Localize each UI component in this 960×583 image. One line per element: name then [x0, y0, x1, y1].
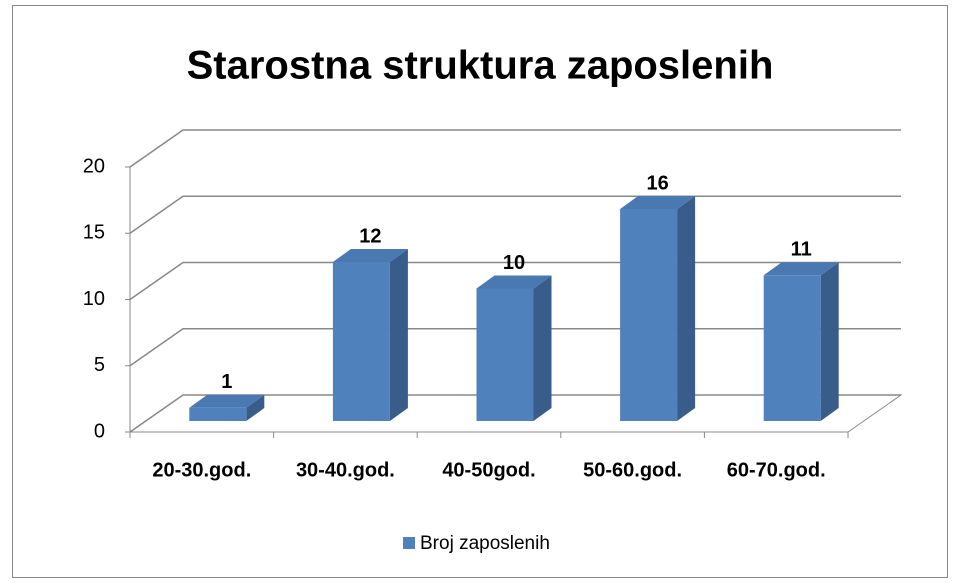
bar — [620, 209, 678, 421]
bar-top — [476, 275, 552, 289]
y-tick-label: 5 — [94, 354, 105, 376]
data-label: 11 — [791, 239, 812, 261]
data-label: 10 — [503, 252, 525, 274]
chart-title: Starostna struktura zaposlenih — [187, 44, 774, 88]
data-label: 16 — [646, 172, 668, 194]
x-tick-label: 50-60.god. — [583, 459, 682, 481]
x-tick-label: 30-40.god. — [296, 459, 395, 481]
x-tick-label: 40-50god. — [442, 459, 535, 481]
bar-side — [677, 196, 696, 421]
y-tick-label: 10 — [83, 288, 105, 310]
x-tick-label: 20-30.god. — [152, 459, 251, 481]
bar-top — [332, 249, 408, 262]
bar-side — [533, 275, 552, 421]
bar-side — [389, 249, 408, 421]
bar — [476, 288, 534, 421]
y-tick-label: 20 — [83, 155, 105, 177]
bar-side — [820, 262, 839, 421]
bar — [763, 275, 821, 421]
y-tick-label: 15 — [83, 222, 105, 244]
bar-top — [189, 394, 265, 408]
legend-swatch — [403, 537, 415, 549]
bar-top — [620, 196, 696, 209]
bar — [332, 262, 390, 421]
bar — [189, 407, 247, 421]
data-label: 1 — [221, 371, 232, 393]
grid-line — [129, 129, 901, 168]
bar-side — [246, 394, 265, 421]
legend-label: Broj zaposlenih — [420, 533, 550, 554]
y-tick-label: 0 — [94, 420, 105, 442]
bar-top — [763, 262, 839, 276]
data-label: 12 — [359, 225, 381, 247]
x-tick-label: 60-70.god. — [727, 459, 826, 481]
